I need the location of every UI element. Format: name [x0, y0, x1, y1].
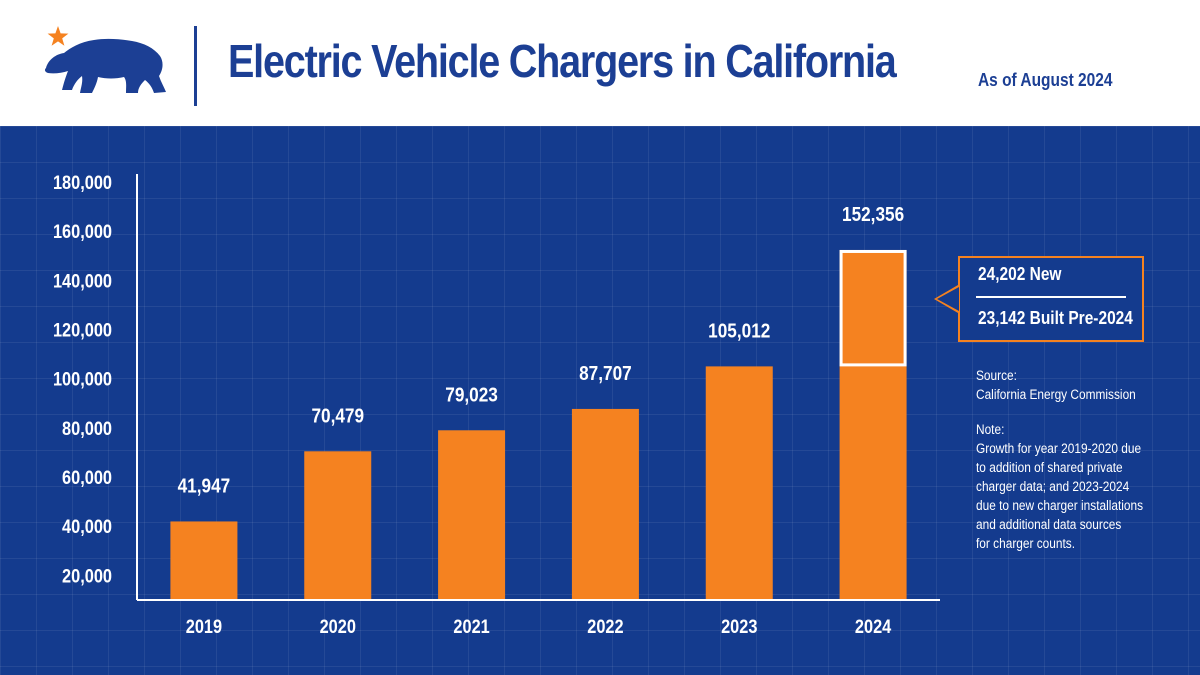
note-line: to addition of shared private [976, 460, 1123, 475]
y-tick-label: 40,000 [62, 516, 112, 537]
data-label-2024: 152,356 [842, 203, 904, 226]
bar-2021 [438, 430, 506, 600]
callout-rule [976, 296, 1126, 298]
page-title: Electric Vehicle Chargers in California [228, 35, 897, 87]
y-tick-label: 20,000 [62, 565, 112, 586]
data-label-2019: 41,947 [178, 474, 231, 497]
note-line: charger data; and 2023-2024 [976, 479, 1130, 494]
x-tick-label-2023: 2023 [721, 616, 757, 637]
data-label-2023: 105,012 [708, 319, 770, 342]
note-line: and additional data sources [976, 517, 1122, 532]
data-label-2021: 79,023 [445, 383, 498, 406]
chart-panel: 20,000 40,000 60,000 80,000 100,000 120,000 14… [0, 126, 1200, 675]
note-line: for charger counts. [976, 536, 1076, 551]
x-tick-label-2021: 2021 [453, 616, 489, 637]
callout-box: 24,202 New 23,142 Built Pre-2024 [934, 256, 1144, 342]
y-tick-label: 80,000 [62, 418, 112, 439]
bar-2024 [839, 249, 907, 600]
note-line: Growth for year 2019-2020 due [976, 441, 1142, 456]
bar-2020 [304, 451, 372, 600]
note-line: due to new charger installations [976, 498, 1144, 513]
source-text: California Energy Commission [976, 387, 1136, 402]
source-label: Source: [976, 368, 1017, 383]
y-tick-label: 160,000 [53, 221, 112, 242]
notes-block: Source: California Energy Commission Not… [976, 366, 1186, 553]
california-bear-logo-icon [44, 26, 166, 93]
bar-2023 [705, 366, 773, 600]
star-icon [47, 26, 69, 46]
x-tick-label-2019: 2019 [186, 616, 222, 637]
y-tick-label: 60,000 [62, 467, 112, 488]
x-tick-label-2024: 2024 [855, 616, 891, 637]
x-tick-label-2020: 2020 [320, 616, 356, 637]
highlight-outline [839, 249, 907, 367]
callout-pre2024-count: 23,142 Built Pre-2024 [978, 308, 1133, 328]
callout-new-count: 24,202 New [978, 264, 1062, 284]
y-tick-label: 100,000 [53, 369, 112, 390]
bear-silhouette [44, 38, 166, 93]
x-tick-label-2022: 2022 [587, 616, 623, 637]
bar-2022 [571, 408, 639, 600]
y-tick-label: 140,000 [53, 270, 112, 291]
y-tick-label: 120,000 [53, 319, 112, 340]
callout-border [958, 256, 1144, 342]
data-label-2022: 87,707 [579, 362, 632, 385]
note-label: Note: [976, 422, 1005, 437]
header: Electric Vehicle Chargers in California … [0, 0, 1200, 126]
data-label-2020: 70,479 [311, 404, 364, 427]
bar-2019 [170, 521, 238, 600]
as-of-date: As of August 2024 [978, 70, 1113, 90]
header-divider [194, 26, 197, 106]
y-tick-label: 180,000 [53, 172, 112, 193]
bar-chart: 20,000 40,000 60,000 80,000 100,000 120,000 14… [53, 172, 940, 637]
